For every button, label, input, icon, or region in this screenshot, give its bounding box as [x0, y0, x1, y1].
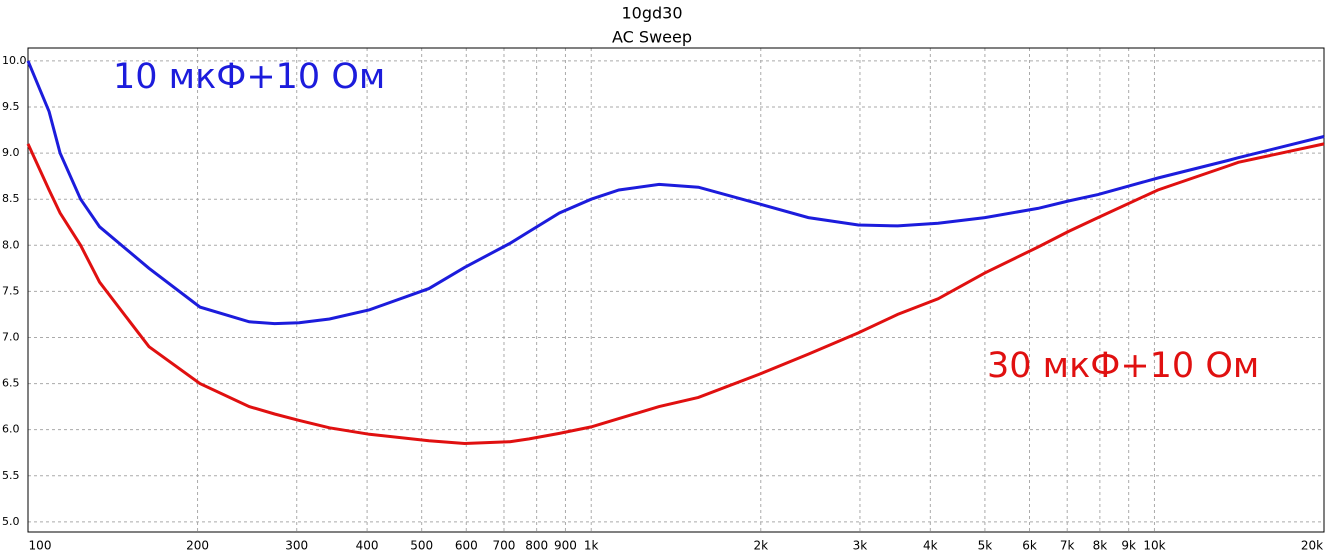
x-tick-label: 200 — [186, 539, 209, 553]
x-tick-label: 3k — [853, 539, 868, 553]
y-tick-label: 10.0 — [2, 54, 27, 67]
y-tick-label: 7.0 — [2, 330, 20, 343]
y-tick-label: 8.5 — [2, 192, 20, 205]
x-tick-label: 7k — [1060, 539, 1075, 553]
x-tick-label: 10k — [1143, 539, 1165, 553]
x-tick-label: 4k — [923, 539, 938, 553]
x-tick-label: 9k — [1121, 539, 1136, 553]
y-tick-label: 9.0 — [2, 146, 20, 159]
y-tick-label: 9.5 — [2, 100, 20, 113]
y-tick-label: 6.0 — [2, 423, 20, 436]
x-tick-label: 5k — [978, 539, 993, 553]
y-tick-label: 7.5 — [2, 284, 20, 297]
x-tick-label: 1k — [584, 539, 599, 553]
x-tick-label: 100 — [29, 539, 52, 553]
series-line — [26, 60, 1325, 326]
x-tick-label: 2k — [753, 539, 768, 553]
chart-subtitle: AC Sweep — [612, 28, 692, 47]
x-tick-label: 20k — [1301, 539, 1323, 553]
legend-label: 10 мкФ+10 Ом — [113, 57, 385, 97]
y-tick-label: 5.5 — [2, 469, 20, 482]
y-tick-label: 5.0 — [2, 515, 20, 528]
x-tick-label: 900 — [554, 539, 577, 553]
series-line — [26, 142, 1325, 446]
chart-title: 10gd30 — [621, 4, 682, 23]
x-tick-label: 800 — [525, 539, 548, 553]
y-tick-label: 8.0 — [2, 238, 20, 251]
x-tick-label: 400 — [356, 539, 379, 553]
y-tick-label: 6.5 — [2, 377, 20, 390]
x-tick-label: 500 — [410, 539, 433, 553]
plot-frame — [27, 47, 1325, 533]
x-tick-label: 8k — [1093, 539, 1108, 553]
x-tick-label: 300 — [285, 539, 308, 553]
x-tick-label: 600 — [455, 539, 478, 553]
x-tick-label: 700 — [493, 539, 516, 553]
legend-label: 30 мкФ+10 Ом — [987, 346, 1259, 386]
x-tick-label: 6k — [1022, 539, 1037, 553]
